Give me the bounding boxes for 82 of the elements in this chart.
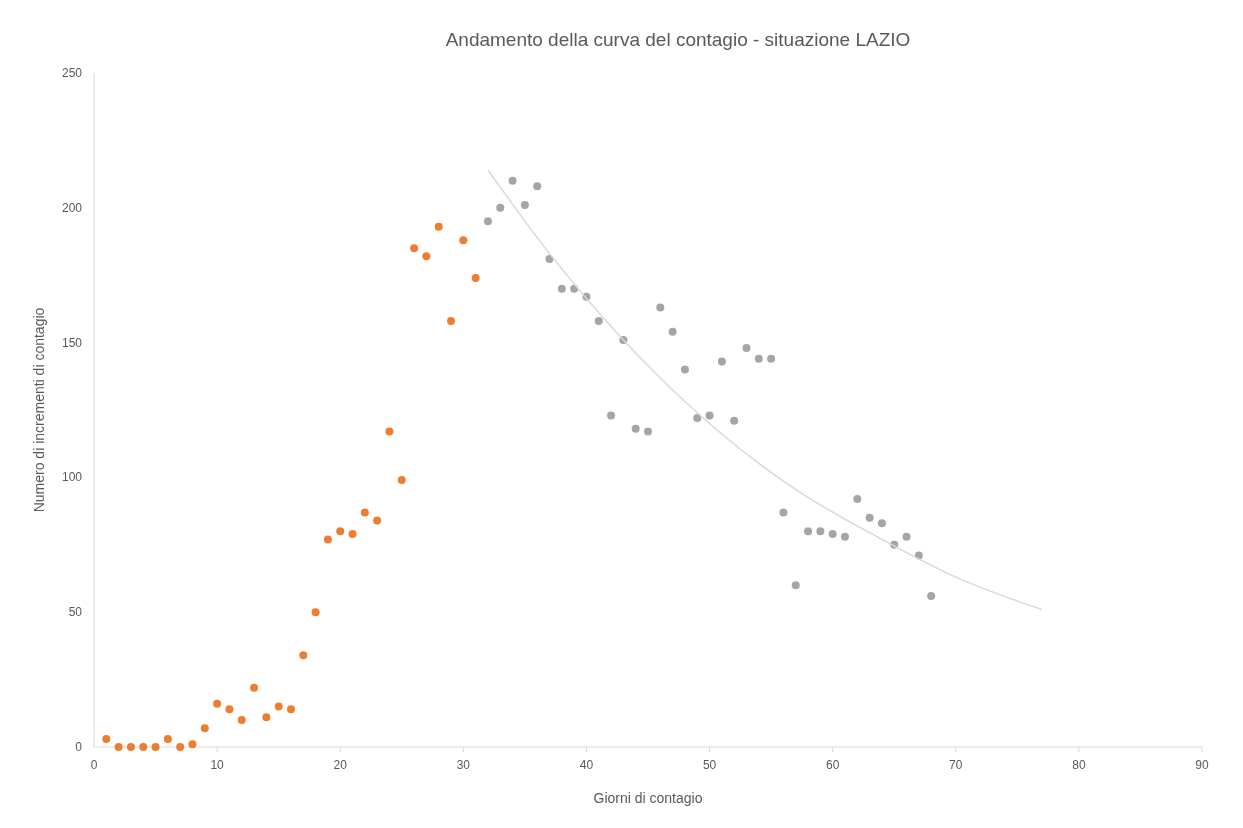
x-axis-title: Giorni di contagio [593,790,703,806]
chart-title: Andamento della curva del contagio - situazione LAZIO [445,29,911,50]
point [927,592,936,601]
point [286,705,295,714]
point [483,217,492,226]
point [459,236,468,245]
point [373,516,382,525]
point [816,527,825,536]
point [779,508,788,517]
x-tick-label: 60 [825,758,840,772]
point [804,527,813,536]
point [853,494,862,503]
y-tick-label: 150 [61,335,83,350]
point [828,530,837,539]
x-tick-label: 30 [456,758,471,772]
point [705,411,714,420]
point [594,317,603,326]
point [508,176,517,185]
point [520,201,529,210]
point [410,244,419,253]
point [533,182,542,191]
point [877,519,886,528]
point [200,724,209,733]
point [114,743,123,751]
y-axis-title: Numero di incrementi di contagio [31,307,47,513]
point [397,476,406,485]
point [102,734,111,743]
point [680,365,689,374]
point [840,532,849,541]
point [385,427,394,436]
point [791,581,800,590]
point [754,354,763,363]
point [902,532,911,541]
point [336,527,345,536]
x-tick-label: 40 [579,758,594,772]
point [262,713,271,722]
x-tick-label: 0 [90,758,98,772]
point [656,303,665,312]
point [237,716,246,725]
point [607,411,616,420]
x-tick-label: 90 [1195,758,1209,772]
point [865,513,874,522]
point [163,734,172,743]
point [299,651,308,660]
x-tick-label: 50 [702,758,717,772]
point [471,273,480,282]
x-tick-label: 10 [210,758,225,772]
point [668,327,677,336]
point [557,284,566,293]
y-tick-label: 250 [61,66,83,80]
point [323,535,332,544]
point [126,743,135,751]
x-tick-label: 70 [949,758,963,772]
point [422,252,431,261]
y-tick-label: 200 [61,200,83,215]
point [730,416,739,425]
point [631,424,640,433]
point [250,683,259,692]
point [176,743,185,751]
point [693,414,702,423]
point [742,343,751,352]
point [225,705,234,714]
line-series [487,169,1043,611]
x-tick-label: 20 [333,758,348,772]
y-tick-label: 0 [75,740,83,754]
point [717,357,726,366]
point [360,508,369,517]
point [311,608,320,617]
point [348,530,357,539]
y-tick-label: 100 [61,470,83,485]
point [151,743,160,751]
point [447,317,456,326]
point [767,354,776,363]
point [188,740,197,749]
y-tick-label: 50 [68,605,83,620]
point [274,702,283,711]
point [139,743,148,751]
point [644,427,652,436]
point [496,203,505,212]
point [213,699,222,708]
point [434,222,443,231]
x-tick-label: 80 [1072,758,1086,772]
